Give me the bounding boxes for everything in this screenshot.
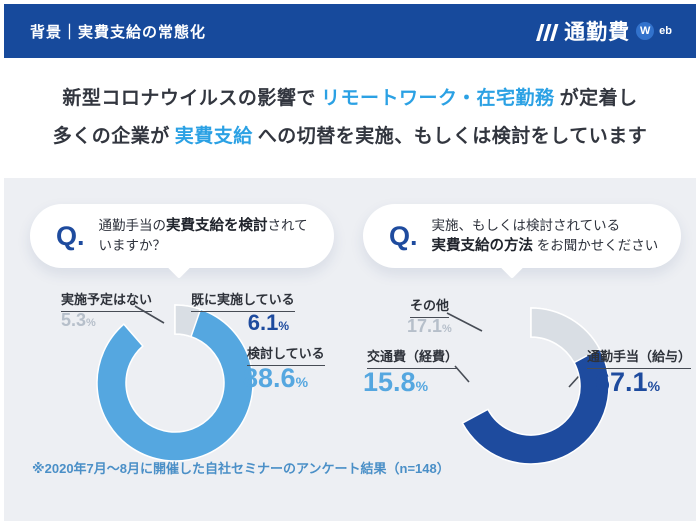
brand-name: 通勤費: [564, 21, 631, 44]
survey-panel: Q. 通勤手当の実費支給を検討されていますか？ Q. 実施、もしくは検討されてい…: [4, 178, 696, 521]
headline-text: が定着し: [559, 88, 638, 109]
logo-slashes-icon: [536, 24, 559, 41]
web-badge-suffix: eb: [659, 25, 672, 37]
slice-label-commute-allowance: 通勤手当（給与）: [587, 346, 692, 369]
slice-value-other: 17.1%: [407, 316, 452, 337]
value-number: 67.1: [595, 367, 648, 397]
slice-value-considering: 88.6%: [243, 363, 308, 394]
value-number: 17.1: [407, 316, 443, 336]
slice-value-already: 6.1%: [193, 310, 289, 336]
question-segment: 実施、もしくは検討されている: [431, 218, 621, 233]
slice-label-other: その他: [410, 295, 450, 318]
slice-label-already: 既に実施している: [191, 289, 295, 312]
slice-label-no-plan: 実施予定はない: [61, 289, 153, 312]
donut-slice: [530, 307, 601, 364]
donut-slice: [174, 304, 202, 338]
donut-chart-implementation: 実施予定はない 5.3% 既に実施している 6.1% 検討している 88.6%: [25, 283, 345, 473]
slice-label-considering: 検討している: [247, 343, 325, 366]
headline-line-1: 新型コロナウイルスの影響で リモートワーク・在宅勤務 が定着し: [62, 82, 637, 116]
value-number: 6.1: [247, 310, 279, 335]
headline-text: 新型コロナウイルスの影響で: [62, 88, 316, 109]
slice-value-transport-expense: 15.8%: [363, 367, 428, 398]
value-number: 15.8: [363, 367, 416, 397]
question-bold-segment: 実費支給の方法: [431, 238, 534, 254]
headline-text: への切替を実施、もしくは検討をしています: [257, 126, 648, 147]
percent-sign: %: [86, 317, 96, 329]
percent-sign: %: [278, 319, 289, 333]
headline-line-2: 多くの企業が 実費支給 への切替を実施、もしくは検討をしています: [53, 120, 647, 154]
headline-highlight: リモートワーク・在宅勤務: [320, 88, 555, 109]
bubble-tail: [166, 253, 192, 279]
q-icon: Q.: [56, 220, 85, 251]
headline-section: 新型コロナウイルスの影響で リモートワーク・在宅勤務 が定着し 多くの企業が 実費支給…: [4, 58, 696, 178]
donut-svg: [446, 307, 610, 465]
value-number: 5.3: [61, 310, 87, 330]
leader-line: [134, 305, 165, 324]
percent-sign: %: [442, 323, 452, 335]
question-segment: 通勤手当の: [98, 218, 167, 233]
percent-sign: %: [647, 378, 661, 394]
question-bold-segment: 実費支給を検討: [166, 218, 268, 234]
page-title: 背景｜実費支給の常態化: [30, 23, 207, 41]
q-icon: Q.: [389, 220, 418, 251]
percent-sign: %: [295, 374, 309, 390]
header-bar: 背景｜実費支給の常態化 通勤費 W eb: [4, 4, 696, 58]
question-segment: されていますか？: [98, 218, 308, 253]
headline-highlight: 実費支給: [174, 126, 253, 147]
question-segment: をお聞かせください: [536, 238, 659, 253]
donut-svg: [96, 302, 254, 462]
value-number: 88.6: [243, 363, 296, 393]
brand-logo: 通勤費 W eb: [534, 16, 672, 46]
question-bubble-2: Q. 実施、もしくは検討されている 実費支給の方法 をお聞かせください: [363, 204, 681, 279]
web-badge-icon: W: [636, 22, 655, 40]
bubble-tail: [499, 253, 525, 279]
slice-label-transport-expense: 交通費（経費）: [367, 346, 459, 369]
slice-value-commute-allowance: 67.1%: [595, 367, 660, 398]
donut-slice: [96, 304, 254, 462]
slice-value-no-plan: 5.3%: [61, 310, 96, 331]
donut-chart-method: その他 17.1% 交通費（経費） 15.8% 通勤手当（給与） 67.1%: [355, 283, 695, 473]
question-text-2: 実施、もしくは検討されている 実費支給の方法 をお聞かせください: [432, 216, 659, 256]
headline-text: 多くの企業が: [52, 126, 170, 147]
percent-sign: %: [415, 378, 429, 394]
question-bubble-1: Q. 通勤手当の実費支給を検討されていますか？: [30, 204, 334, 279]
footnote: ※2020年7月～8月に開催した自社セミナーのアンケート結果（n=148）: [32, 461, 450, 476]
question-text-1: 通勤手当の実費支給を検討されていますか？: [99, 216, 314, 256]
leader-line: [446, 312, 483, 332]
